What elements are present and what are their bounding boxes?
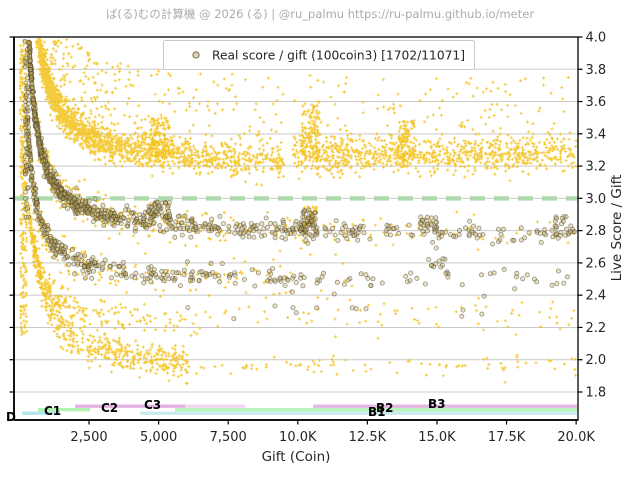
y-tick-label: 3.4 — [586, 127, 607, 142]
x-tick-label: 7,500 — [210, 430, 247, 445]
band-main-cloud-right — [291, 121, 578, 183]
scatter-circle-layer — [22, 38, 578, 322]
grade-label-B2: B2 — [376, 401, 394, 415]
y-axis-label: Live Score / Gift — [609, 175, 625, 282]
x-tick-label: 10.0K — [279, 430, 317, 445]
legend-box — [163, 40, 475, 70]
grade-label-C2: C2 — [101, 401, 118, 415]
y-tick-label: 1.8 — [586, 385, 607, 400]
x-tick-label: 15.0K — [418, 430, 456, 445]
y-tick-label: 3.0 — [586, 192, 607, 207]
x-tick-label: 5,000 — [140, 430, 177, 445]
grade-label-B3: B3 — [428, 397, 446, 411]
y-tick-label: 4.0 — [586, 31, 607, 46]
x-tick-label: 17.5K — [488, 430, 526, 445]
y-tick-label: 2.8 — [586, 224, 607, 239]
x-tick-label: 2,500 — [70, 430, 107, 445]
green-row — [175, 408, 577, 412]
cyan-row — [22, 411, 60, 415]
x-tick-label: 20.0K — [557, 430, 595, 445]
legend-label: Real score / gift (100coin3) [1702/11071… — [212, 48, 465, 63]
axes: 2,500 5,000 7,500 10.0K 12.5K 15.0K 17.5K 20.0K… — [9, 31, 607, 445]
chart-title: ば(る)むの計算機 @ 2026 (る) | @ru_palmu https:/… — [106, 7, 534, 21]
cluster-7 — [396, 119, 416, 167]
grade-label-C1: C1 — [44, 404, 61, 418]
band-main-cloud-fuzz — [40, 38, 285, 150]
y-tick-label: 3.8 — [586, 63, 607, 78]
x-tick-label: 12.5K — [349, 430, 387, 445]
pink-row — [313, 404, 577, 408]
cluster-5 — [148, 116, 171, 159]
y-tick-label: 2.6 — [586, 256, 607, 271]
cluster-6 — [300, 100, 322, 160]
band-band-19-patch — [93, 328, 191, 385]
pink-row — [75, 404, 185, 408]
legend-marker-icon — [192, 51, 200, 59]
legend: Real score / gift (100coin3) [1702/11071… — [163, 40, 475, 70]
band-band-19 — [31, 211, 95, 370]
y-tick-label: 2.2 — [586, 321, 607, 336]
y-tick-label: 3.2 — [586, 160, 607, 175]
pink-row — [185, 404, 245, 408]
band-main-cloud-right-fuzz — [292, 75, 572, 148]
cyan-row — [140, 411, 577, 415]
x-axis-label: Gift (Coin) — [262, 449, 331, 465]
green-row — [38, 408, 90, 412]
grade-label-B1: B1 — [368, 405, 386, 419]
band-band-19-tail — [194, 353, 578, 384]
y-tick-label: 2.4 — [586, 289, 607, 304]
band-main-cloud — [34, 38, 286, 187]
y-tick-label: 2.0 — [586, 353, 607, 368]
y-tick-label: 3.6 — [586, 95, 607, 110]
grade-label-C3: C3 — [144, 398, 161, 412]
grade-label-D: D — [6, 410, 16, 424]
band-band-22-tail — [204, 296, 576, 340]
